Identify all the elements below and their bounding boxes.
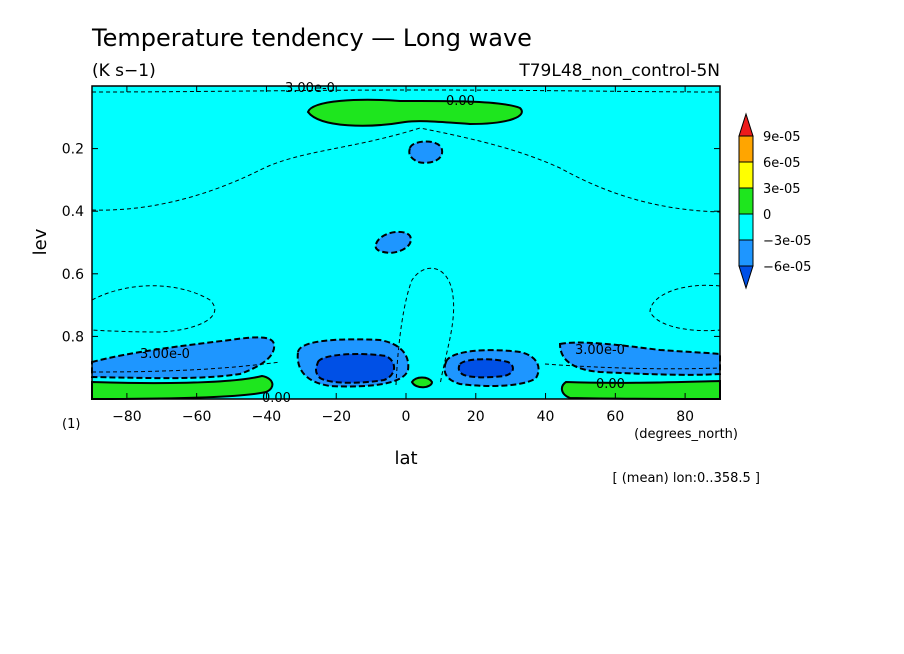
- colorbar-label: −6e-05: [763, 260, 811, 275]
- x-axis-units: (degrees_north): [634, 427, 738, 442]
- contour-label-2: 0.00: [446, 94, 475, 109]
- chart-units: (K s−1): [92, 61, 156, 81]
- x-tick-label: −20: [321, 409, 351, 425]
- experiment-label: T79L48_non_control-5N: [518, 61, 720, 81]
- negative-blob-upper: [408, 140, 444, 164]
- colorbar-swatch: [738, 135, 754, 163]
- x-tick-label: −60: [182, 409, 212, 425]
- y-tick-label: 0.2: [62, 142, 84, 158]
- colorbar-swatch: [738, 213, 754, 241]
- plot-area: 3.00e-0 0.00 3.00e-0 0.00 0.00 3.00e-0: [91, 81, 721, 406]
- x-tick-label: −80: [112, 409, 142, 425]
- negative-band-right: [558, 341, 721, 376]
- x-tick-label: 20: [467, 409, 485, 425]
- y-tick-label: 0.6: [62, 267, 84, 283]
- x-tick-label: 40: [537, 409, 555, 425]
- y-tick-label: 0.8: [62, 329, 84, 345]
- x-tick-label: 60: [606, 409, 624, 425]
- colorbar-label: 6e-05: [763, 156, 801, 171]
- x-tick-label: 0: [402, 409, 411, 425]
- colorbar-min-arrow: [738, 265, 754, 290]
- y-axis-label: lev: [30, 228, 51, 255]
- y-tick-label: 0.4: [62, 204, 84, 220]
- x-tick-label: −40: [252, 409, 282, 425]
- x-tick-label: 80: [676, 409, 694, 425]
- negative-core-south-inner: [315, 353, 395, 384]
- y-axis-units: (1): [62, 417, 80, 432]
- positive-region-bottom-right: [560, 379, 721, 401]
- negative-blob-mid: [374, 230, 412, 255]
- chart-title: Temperature tendency — Long wave: [91, 24, 532, 52]
- positive-region-top: [306, 98, 523, 127]
- colorbar: 9e-05 6e-05 3e-05 0 −3e-05 −6e-05: [738, 112, 811, 290]
- negative-core-north-inner: [457, 358, 514, 379]
- colorbar-label: 9e-05: [763, 130, 801, 145]
- x-axis-label: lat: [394, 448, 417, 469]
- colorbar-swatch: [738, 161, 754, 189]
- colorbar-swatch: [738, 239, 754, 267]
- contour-label-1: 3.00e-0: [140, 347, 190, 362]
- colorbar-label: 0: [763, 208, 771, 223]
- contour-label-3: 3.00e-0: [575, 343, 625, 358]
- footer-note: [ (mean) lon:0..358.5 ]: [613, 471, 761, 486]
- colorbar-max-arrow: [738, 112, 754, 137]
- contour-label-6: 3.00e-0: [285, 81, 335, 96]
- colorbar-label: 3e-05: [763, 182, 801, 197]
- y-axis: 0.2 0.4 0.6 0.8: [62, 142, 720, 345]
- contour-label-4: 0.00: [596, 377, 625, 392]
- colorbar-swatch: [738, 187, 754, 215]
- colorbar-label: −3e-05: [763, 234, 811, 249]
- positive-blob-equator: [410, 376, 434, 389]
- thin-contours: [91, 89, 721, 386]
- x-axis: −80 −60 −40 −20 0 20 40 60 80: [112, 86, 694, 425]
